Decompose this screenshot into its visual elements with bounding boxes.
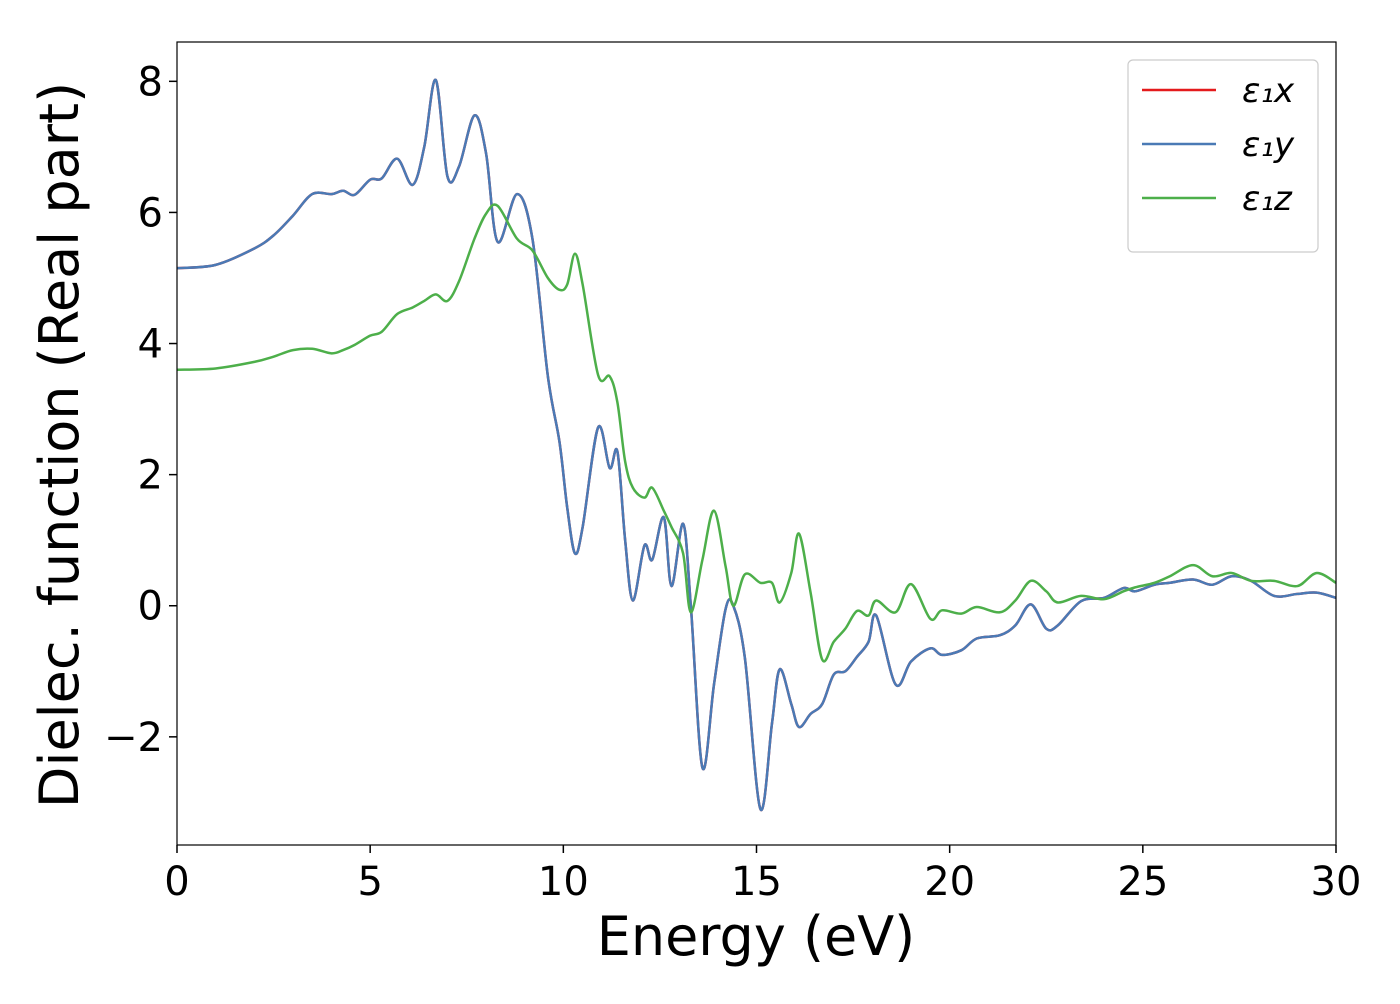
y-tick-label: 0 bbox=[138, 584, 163, 630]
x-tick-label: 25 bbox=[1117, 859, 1168, 905]
legend-label: ε₁y bbox=[1242, 125, 1295, 165]
x-tick-label: 30 bbox=[1311, 859, 1362, 905]
y-tick-label: 8 bbox=[138, 59, 163, 105]
x-tick-label: 0 bbox=[164, 859, 189, 905]
series-line bbox=[177, 203, 1336, 663]
y-tick-label: 4 bbox=[138, 322, 163, 368]
x-tick-label: 5 bbox=[357, 859, 382, 905]
plot-frame bbox=[176, 41, 1337, 846]
x-tick-label: 15 bbox=[731, 859, 782, 905]
x-tick-label: 10 bbox=[538, 859, 589, 905]
series-line bbox=[177, 78, 1336, 812]
legend-box bbox=[1127, 59, 1319, 253]
y-axis-label: Dielec. function (Real part) bbox=[28, 82, 91, 808]
legend-label: ε₁z bbox=[1242, 179, 1293, 219]
x-tick-label: 20 bbox=[924, 859, 975, 905]
x-axis-label: Energy (eV) bbox=[597, 905, 916, 968]
y-tick-label: 2 bbox=[138, 453, 163, 499]
legend-label: ε₁x bbox=[1242, 71, 1295, 111]
y-tick-label: −2 bbox=[104, 715, 163, 761]
y-tick-label: 6 bbox=[138, 190, 163, 236]
